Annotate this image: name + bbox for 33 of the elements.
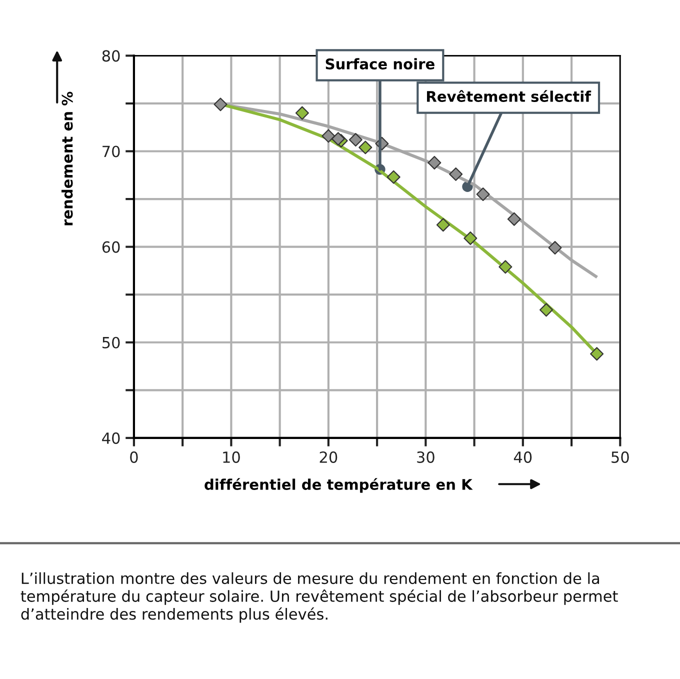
point: [590, 347, 604, 361]
point: [449, 167, 463, 181]
y-axis-title: rendement en %: [62, 92, 73, 226]
point: [507, 212, 521, 226]
point: [428, 156, 442, 170]
point: [295, 106, 309, 120]
x-tick-label: 40: [514, 451, 532, 463]
point: [436, 218, 450, 232]
x-tick-label: 20: [320, 451, 338, 463]
point: [322, 129, 336, 143]
x-tick-label: 0: [130, 451, 138, 463]
x-tick-label: 30: [417, 451, 434, 463]
point: [331, 132, 345, 146]
y-tick-label: 50: [102, 336, 120, 348]
x-tick-label: 10: [223, 451, 240, 463]
point: [498, 260, 512, 274]
point: [464, 231, 478, 245]
y-tick-label: 80: [102, 50, 120, 62]
y-tick-label: 40: [102, 432, 120, 444]
point: [476, 187, 490, 202]
annotation: Revêtement sélectif: [427, 90, 592, 102]
point: [386, 170, 400, 184]
text: L’illustration montre des valeurs de mesure du rendement en fonction de la température du capteur solaire. Un revêtement spécial de l’absorbeur permet d’atteindre des rendements plus élevés.: [20, 572, 618, 623]
point: [548, 241, 562, 255]
x-axis-title: différentiel de température en K: [204, 478, 473, 493]
annotation: Surface noire: [326, 58, 434, 70]
point: [214, 98, 228, 112]
point: [539, 303, 554, 317]
point: [358, 140, 372, 154]
point: [348, 133, 362, 147]
y-tick-label: 60: [102, 241, 120, 253]
y-tick-label: 70: [102, 146, 120, 158]
x-tick-label: 50: [612, 451, 629, 463]
